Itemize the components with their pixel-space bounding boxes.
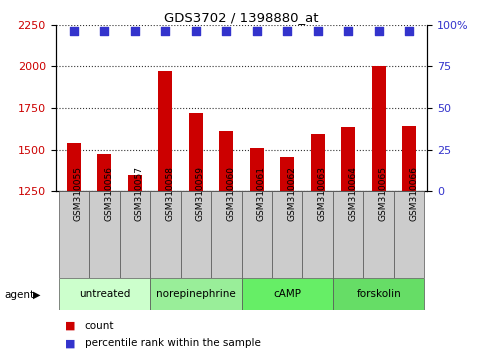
Text: untreated: untreated	[79, 289, 130, 299]
Bar	[58, 191, 89, 278]
Bar	[402, 126, 416, 191]
Bar	[302, 191, 333, 278]
Text: GSM310057: GSM310057	[135, 166, 144, 221]
Bar	[242, 278, 333, 310]
Point	[253, 29, 261, 34]
Bar	[67, 143, 81, 191]
Point	[161, 29, 169, 34]
Bar	[311, 134, 325, 191]
Text: norepinephrine: norepinephrine	[156, 289, 236, 299]
Text: GSM310061: GSM310061	[257, 166, 266, 221]
Bar	[394, 191, 425, 278]
Text: GSM310056: GSM310056	[104, 166, 114, 221]
Bar	[150, 191, 181, 278]
Text: GSM310065: GSM310065	[379, 166, 388, 221]
Point	[375, 29, 383, 34]
Bar	[272, 191, 302, 278]
Bar	[219, 131, 233, 191]
Point	[405, 29, 413, 34]
Bar	[242, 191, 272, 278]
Point	[222, 29, 230, 34]
Bar	[341, 127, 355, 191]
Point	[70, 29, 78, 34]
Bar	[280, 157, 294, 191]
Text: ▶: ▶	[33, 290, 41, 299]
Text: GSM310062: GSM310062	[287, 166, 296, 221]
Bar	[211, 191, 242, 278]
Bar	[158, 72, 172, 191]
Bar	[98, 154, 111, 191]
Bar	[333, 191, 363, 278]
Bar	[150, 278, 242, 310]
Point	[284, 29, 291, 34]
Bar	[372, 65, 385, 191]
Text: GSM310055: GSM310055	[74, 166, 83, 221]
Bar	[58, 278, 150, 310]
Text: agent: agent	[5, 290, 35, 299]
Text: GSM310064: GSM310064	[348, 166, 357, 221]
Text: cAMP: cAMP	[273, 289, 301, 299]
Bar	[89, 191, 120, 278]
Bar	[120, 191, 150, 278]
Text: GSM310058: GSM310058	[165, 166, 174, 221]
Bar	[250, 148, 264, 191]
Text: GSM310066: GSM310066	[409, 166, 418, 221]
Point	[131, 29, 139, 34]
Text: ■: ■	[65, 321, 76, 331]
Bar	[363, 191, 394, 278]
Point	[100, 29, 108, 34]
Bar	[128, 175, 142, 191]
Text: forskolin: forskolin	[356, 289, 401, 299]
Text: GSM310060: GSM310060	[226, 166, 235, 221]
Point	[314, 29, 322, 34]
Bar	[189, 113, 203, 191]
Title: GDS3702 / 1398880_at: GDS3702 / 1398880_at	[164, 11, 319, 24]
Text: ■: ■	[65, 338, 76, 348]
Bar	[333, 278, 425, 310]
Bar	[181, 191, 211, 278]
Text: count: count	[85, 321, 114, 331]
Text: GSM310063: GSM310063	[318, 166, 327, 221]
Text: percentile rank within the sample: percentile rank within the sample	[85, 338, 260, 348]
Text: GSM310059: GSM310059	[196, 166, 205, 221]
Point	[192, 29, 199, 34]
Point	[344, 29, 352, 34]
